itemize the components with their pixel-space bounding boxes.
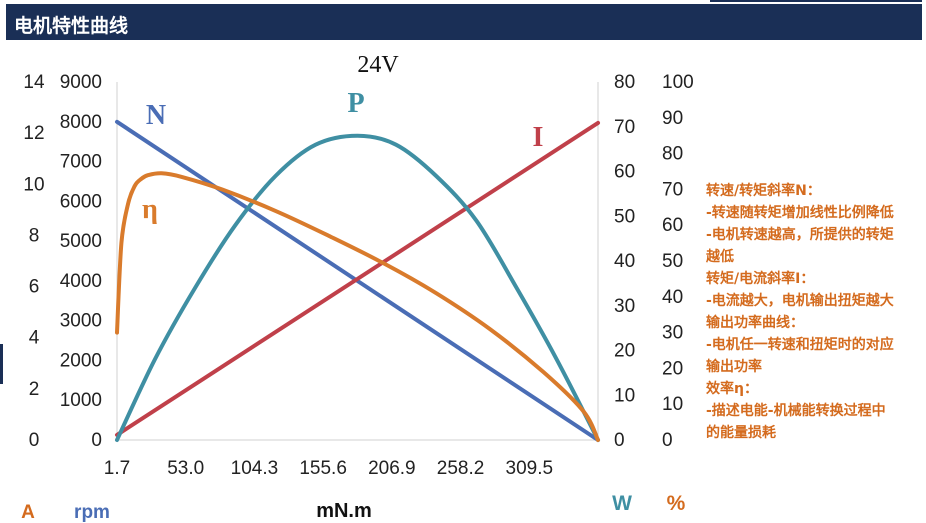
- efficiency-tick-label: 30: [662, 323, 683, 344]
- efficiency-series-label: η: [142, 194, 158, 225]
- current-tick-label: 6: [29, 277, 40, 298]
- note-line: 输出功率曲线：: [706, 315, 804, 331]
- power-tick-label: 20: [614, 341, 635, 362]
- x-tick-label: 104.3: [231, 458, 279, 479]
- power-tick-label: 80: [614, 72, 635, 93]
- speed-tick-label: 8000: [60, 112, 102, 133]
- speed-tick-label: 9000: [60, 72, 102, 93]
- x-tick-label: 53.0: [167, 458, 204, 479]
- current-unit-label: A: [21, 502, 35, 523]
- note-line: -电机转速越高，所提供的转矩: [706, 227, 894, 243]
- current-series-label: I: [533, 122, 544, 153]
- efficiency-tick-label: 90: [662, 108, 683, 129]
- note-line: -电流越大，电机输出扭矩越大: [706, 293, 894, 309]
- efficiency-tick-label: 100: [662, 72, 694, 93]
- note-line: 转矩/电流斜率I：: [706, 271, 815, 287]
- note-line: -描述电能-机械能转换过程中: [706, 403, 886, 419]
- efficiency-tick-label: 70: [662, 179, 683, 200]
- power-unit-label: W: [612, 492, 632, 515]
- note-line: 转速/转矩斜率N：: [706, 183, 821, 199]
- note-line: -转速随转矩增加线性比例降低: [706, 205, 894, 221]
- x-tick-label: 1.7: [104, 458, 130, 479]
- power-tick-label: 70: [614, 117, 635, 138]
- speed-tick-label: 7000: [60, 152, 102, 173]
- efficiency-tick-label: 20: [662, 358, 683, 379]
- note-line: 的能量损耗: [706, 425, 776, 441]
- speed-tick-label: 0: [91, 430, 102, 451]
- speed-tick-label: 1000: [60, 390, 102, 411]
- speed-tick-label: 5000: [60, 231, 102, 252]
- power-tick-label: 40: [614, 251, 635, 272]
- power-tick-label: 10: [614, 385, 635, 406]
- chart-title: 24V: [357, 52, 399, 78]
- header-top-line: [710, 0, 922, 2]
- page-title: 电机特性曲线: [14, 15, 129, 37]
- x-tick-label: 155.6: [299, 458, 347, 479]
- current-tick-label: 2: [29, 379, 40, 400]
- speed-tick-label: 6000: [60, 191, 102, 212]
- current-tick-label: 14: [23, 72, 45, 93]
- current-tick-label: 0: [29, 430, 40, 451]
- note-line: 越低: [706, 249, 734, 265]
- current-tick-label: 12: [23, 123, 44, 144]
- x-tick-label: 309.5: [506, 458, 554, 479]
- speed-tick-label: 4000: [60, 271, 102, 292]
- efficiency-curve: [115, 171, 600, 442]
- speed-tick-label: 3000: [60, 311, 102, 332]
- power-tick-label: 30: [614, 296, 635, 317]
- power-tick-label: 60: [614, 162, 635, 183]
- power-series-label: P: [347, 88, 364, 119]
- x-tick-label: 258.2: [437, 458, 485, 479]
- efficiency-tick-label: 80: [662, 144, 683, 165]
- x-axis-label: mN.m: [316, 500, 372, 522]
- efficiency-tick-label: 0: [662, 430, 673, 451]
- note-line: 效率η：: [706, 381, 758, 397]
- current-curve: [115, 120, 600, 437]
- efficiency-tick-label: 40: [662, 287, 683, 308]
- current-tick-label: 10: [23, 174, 44, 195]
- power-curve: [115, 133, 600, 442]
- efficiency-tick-label: 60: [662, 215, 683, 236]
- speed-series-label: N: [146, 100, 166, 131]
- power-tick-label: 50: [614, 206, 635, 227]
- current-tick-label: 8: [29, 225, 40, 246]
- left-edge-mark: [0, 344, 3, 384]
- x-tick-label: 206.9: [368, 458, 416, 479]
- efficiency-unit-label: %: [667, 492, 686, 515]
- speed-unit-label: rpm: [74, 502, 110, 523]
- notes-panel: 转速/转矩斜率N： -转速随转矩增加线性比例降低 -电机转速越高，所提供的转矩 …: [706, 180, 926, 444]
- speed-tick-label: 2000: [60, 350, 102, 371]
- note-line: 输出功率: [706, 359, 762, 375]
- current-tick-label: 4: [29, 328, 40, 349]
- note-line: -电机任一转速和扭矩时的对应: [706, 337, 894, 353]
- power-tick-label: 0: [614, 430, 625, 451]
- header-bar: 电机特性曲线: [6, 4, 922, 40]
- efficiency-tick-label: 50: [662, 251, 683, 272]
- efficiency-tick-label: 10: [662, 394, 683, 415]
